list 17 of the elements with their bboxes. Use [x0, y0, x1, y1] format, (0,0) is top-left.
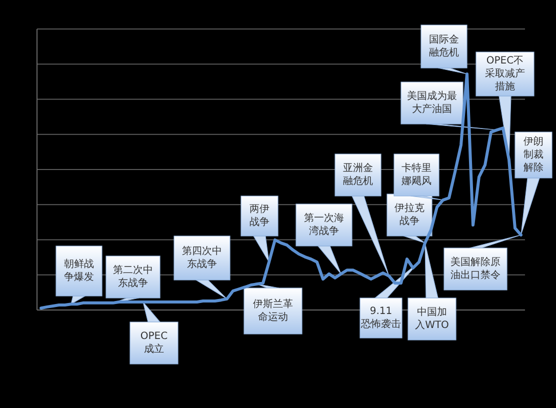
annotation: 两伊战争	[250, 204, 270, 228]
annotation: 伊拉克战争	[394, 202, 424, 228]
annotation: 9.11恐怖袭击	[360, 306, 401, 330]
annotation: 伊斯兰革命运动	[253, 298, 293, 324]
text: 国际金融危机	[429, 34, 459, 59]
annotation: 亚洲金融危机	[343, 162, 373, 188]
annotation: 美国成为最大产油国	[407, 90, 457, 116]
annotation: OPEC不采取减产措施	[485, 56, 525, 93]
annotation: 伊朗制裁解除	[524, 136, 544, 174]
annotation: 第四次中东战争	[182, 245, 222, 270]
annotation: 朝鲜战争爆发	[64, 258, 94, 284]
annotation: 美国解除原油出口禁令	[450, 256, 500, 282]
annotation: 第一次海湾战争	[304, 212, 344, 238]
annotation: 第二次中东战争	[113, 264, 153, 290]
annotation: 中国加入WTO	[415, 306, 450, 332]
text: OPEC成立	[140, 331, 168, 356]
annotation: 卡特里娜飓风	[402, 162, 432, 188]
